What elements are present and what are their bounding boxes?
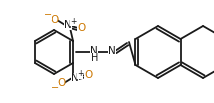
Text: O: O <box>57 78 65 88</box>
Text: N: N <box>90 46 98 56</box>
Text: O: O <box>84 70 92 80</box>
Text: N: N <box>108 46 116 56</box>
Text: −: − <box>51 83 59 93</box>
Text: O: O <box>77 23 85 33</box>
Text: N: N <box>64 20 72 30</box>
Text: +: + <box>77 70 83 78</box>
Text: +: + <box>70 16 76 26</box>
Text: −: − <box>44 10 52 20</box>
Text: H: H <box>91 53 99 63</box>
Text: O: O <box>50 15 58 25</box>
Text: N: N <box>71 73 79 83</box>
